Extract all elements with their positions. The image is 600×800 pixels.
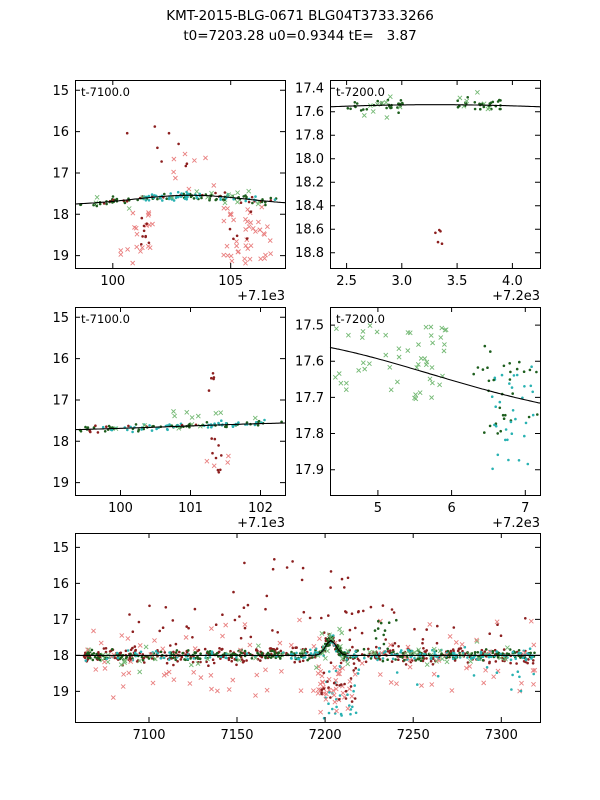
panel-inset-label: t-7100.0 [81,85,130,99]
panel-top-right: 2.5 3.0 3.5 4.0 17.4 17.6 17.8 18.0 18.2 18.4 18.6… [295,80,541,304]
x-tick-label: 101 [178,501,203,516]
y-tick-label: 15 [52,311,69,326]
x-tick-label: 2.5 [336,274,357,289]
x-tick-label: 5 [374,501,382,516]
y-tick-label: 15 [52,84,69,99]
x-tick-label: 100 [100,274,125,289]
y-tick-label: 17.5 [295,319,324,334]
panel-inset-label: t-7200.0 [336,85,385,99]
model-curve [75,639,540,656]
x-tick-label: 7 [521,501,529,516]
y-tick-label: 17.7 [295,391,324,406]
y-tick-label: 17.9 [295,463,324,478]
y-tick-label: 15 [52,541,69,556]
y-tick-label: 18 [52,208,69,223]
y-tick-label: 17.8 [295,129,324,144]
x-tick-label: 6 [447,501,455,516]
panel-top-left: 100 105 15 16 17 18 19 t-7100.0 +7.1e3 [52,80,286,304]
x-tick-label: 7100 [132,728,165,743]
model-curve [75,422,286,431]
x-offset-label: +7.2e3 [492,516,540,531]
axes-frame [330,80,541,269]
x-tick-label: 3.5 [447,274,468,289]
panel-mid-left: 100 101 102 15 16 17 18 19 t-7100.0 +7.1e3 [52,307,286,531]
x-tick-label: 4.0 [502,274,523,289]
figure-title-line1: KMT-2015-BLG-0671 BLG04T3733.3266 [166,8,434,24]
x-offset-label: +7.2e3 [492,289,540,304]
y-tick-label: 18.6 [295,223,324,238]
y-tick-label: 17.4 [295,82,324,97]
panel-mid-right: 5 6 7 17.5 17.6 17.7 17.8 17.9 t-7200.0 +7.2e3 [295,307,541,531]
axes-frame [75,80,286,269]
y-tick-label: 17.8 [295,427,324,442]
y-tick-label: 18 [52,649,69,664]
panel-bottom: 7100 7150 7200 7250 7300 15 16 17 18 19 [52,533,541,743]
y-tick-label: 17 [52,167,69,182]
x-tick-label: 7300 [485,728,518,743]
x-tick-label: 3.0 [391,274,412,289]
x-tick-label: 7250 [397,728,430,743]
panel-inset-label: t-7200.0 [336,312,385,326]
figure-title-line2: t0=7203.28 u0=0.9344 tE= 3.87 [183,28,417,44]
y-tick-label: 18 [52,435,69,450]
y-tick-label: 18.8 [295,246,324,261]
y-tick-label: 18.2 [295,176,324,191]
x-offset-label: +7.1e3 [237,516,285,531]
axes-frame [75,307,286,496]
x-tick-label: 105 [218,274,243,289]
y-tick-label: 19 [52,476,69,491]
y-tick-label: 17 [52,613,69,628]
axes-frame [330,307,541,496]
y-tick-label: 19 [52,249,69,264]
y-tick-label: 18.4 [295,199,324,214]
y-tick-label: 18.0 [295,152,324,167]
axes-frame [75,533,541,723]
panel-inset-label: t-7100.0 [81,312,130,326]
x-tick-label: 7200 [309,728,342,743]
y-tick-label: 17.6 [295,355,324,370]
y-tick-label: 16 [52,125,69,140]
x-tick-label: 102 [248,501,273,516]
model-curve [74,194,286,205]
model-curve [329,104,541,108]
y-tick-label: 16 [52,577,69,592]
y-tick-label: 17 [52,394,69,409]
y-tick-label: 17.6 [295,105,324,120]
x-tick-label: 100 [108,501,133,516]
x-tick-label: 7150 [220,728,253,743]
model-curve [329,346,541,404]
y-tick-label: 16 [52,352,69,367]
x-offset-label: +7.1e3 [237,289,285,304]
y-tick-label: 19 [52,685,69,700]
